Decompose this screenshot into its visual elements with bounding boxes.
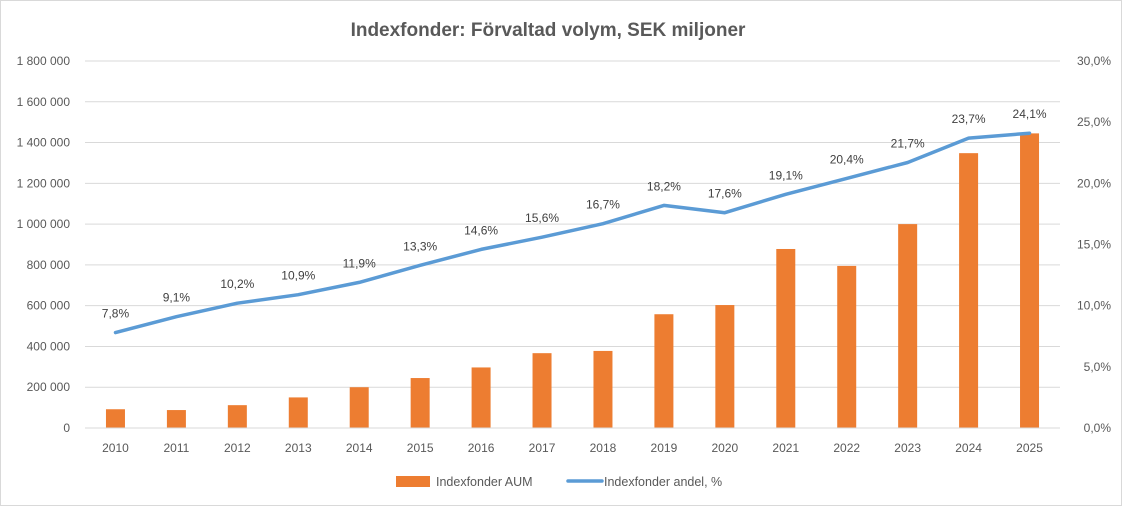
bar	[593, 350, 613, 428]
bar	[715, 305, 735, 428]
x-tick-label: 2025	[1016, 441, 1043, 455]
bar	[1020, 133, 1040, 428]
data-label: 10,9%	[281, 269, 315, 283]
data-label: 23,7%	[952, 112, 986, 126]
bar	[471, 367, 491, 428]
y-right-tick-label: 30,0%	[1077, 54, 1111, 68]
y-left-tick-label: 800 000	[27, 258, 71, 272]
data-label: 7,8%	[102, 307, 130, 321]
x-tick-label: 2020	[711, 441, 738, 455]
y-left-tick-label: 1 600 000	[17, 95, 71, 109]
data-label: 20,4%	[830, 152, 864, 166]
x-tick-label: 2010	[102, 441, 129, 455]
y-left-tick-label: 1 400 000	[17, 136, 71, 150]
data-labels: 7,8% 9,1% 10,2% 10,9% 11,9% 13,3% 14,6% 15,6% 16…	[102, 107, 1047, 320]
data-label: 14,6%	[464, 223, 498, 237]
bar	[349, 387, 369, 428]
y-left-tick-label: 1 200 000	[17, 176, 71, 190]
y-left-tick-label: 600 000	[27, 299, 71, 313]
data-label: 9,1%	[163, 291, 191, 305]
x-tick-label: 2021	[772, 441, 799, 455]
data-label: 10,2%	[220, 277, 254, 291]
data-label: 11,9%	[343, 256, 376, 270]
bar	[837, 265, 857, 428]
x-tick-label: 2016	[468, 441, 495, 455]
y-left-tick-label: 1 000 000	[17, 217, 71, 231]
y-left-tick-label: 0	[63, 421, 70, 435]
x-tick-label: 2014	[346, 441, 373, 455]
legend: Indexfonder AUM Indexfonder andel, %	[396, 475, 722, 489]
x-tick-label: 2019	[651, 441, 678, 455]
x-tick-label: 2017	[529, 441, 556, 455]
bar	[776, 248, 796, 428]
legend-line-label: Indexfonder andel, %	[604, 475, 722, 489]
bar-series	[105, 133, 1040, 428]
x-tick-label: 2013	[285, 441, 312, 455]
bar	[227, 405, 247, 428]
bar	[105, 409, 125, 428]
chart-title: Indexfonder: Förvaltad volym, SEK miljon…	[351, 20, 746, 41]
x-tick-label: 2023	[894, 441, 921, 455]
y-right-tick-label: 25,0%	[1077, 115, 1111, 129]
y-left-tick-label: 1 800 000	[17, 54, 71, 68]
data-label: 24,1%	[1013, 107, 1047, 121]
data-label: 15,6%	[525, 211, 559, 225]
bar	[959, 153, 979, 428]
legend-bar-label: Indexfonder AUM	[436, 475, 533, 489]
data-label: 18,2%	[647, 179, 681, 193]
data-label: 19,1%	[769, 168, 803, 182]
line-path	[113, 131, 1032, 335]
x-tick-label: 2011	[164, 441, 190, 455]
axes: 0 200 000 400 000 600 000 800 000 1 000 000 1 …	[17, 54, 1112, 455]
bar	[654, 314, 674, 428]
y-left-tick-label: 400 000	[27, 339, 71, 353]
bar	[166, 410, 186, 428]
gridlines	[85, 60, 1060, 388]
x-tick-label: 2022	[833, 441, 860, 455]
x-tick-label: 2012	[224, 441, 251, 455]
bar	[410, 378, 430, 428]
data-label: 21,7%	[891, 137, 925, 151]
bar	[532, 353, 552, 428]
bar	[288, 397, 308, 428]
x-tick-label: 2018	[590, 441, 617, 455]
data-label: 17,6%	[708, 187, 742, 201]
x-tick-label: 2015	[407, 441, 434, 455]
x-tick-label: 2024	[955, 441, 982, 455]
data-label: 16,7%	[586, 198, 620, 212]
y-right-tick-label: 10,0%	[1077, 299, 1111, 313]
y-right-tick-label: 20,0%	[1077, 176, 1111, 190]
legend-bar-swatch	[396, 476, 430, 487]
y-left-tick-label: 200 000	[27, 380, 71, 394]
y-right-tick-label: 5,0%	[1084, 360, 1112, 374]
line-series	[113, 131, 1032, 335]
bar	[898, 224, 918, 428]
y-right-tick-label: 15,0%	[1077, 238, 1111, 252]
data-label: 13,3%	[403, 239, 437, 253]
y-right-tick-label: 0,0%	[1084, 421, 1112, 435]
